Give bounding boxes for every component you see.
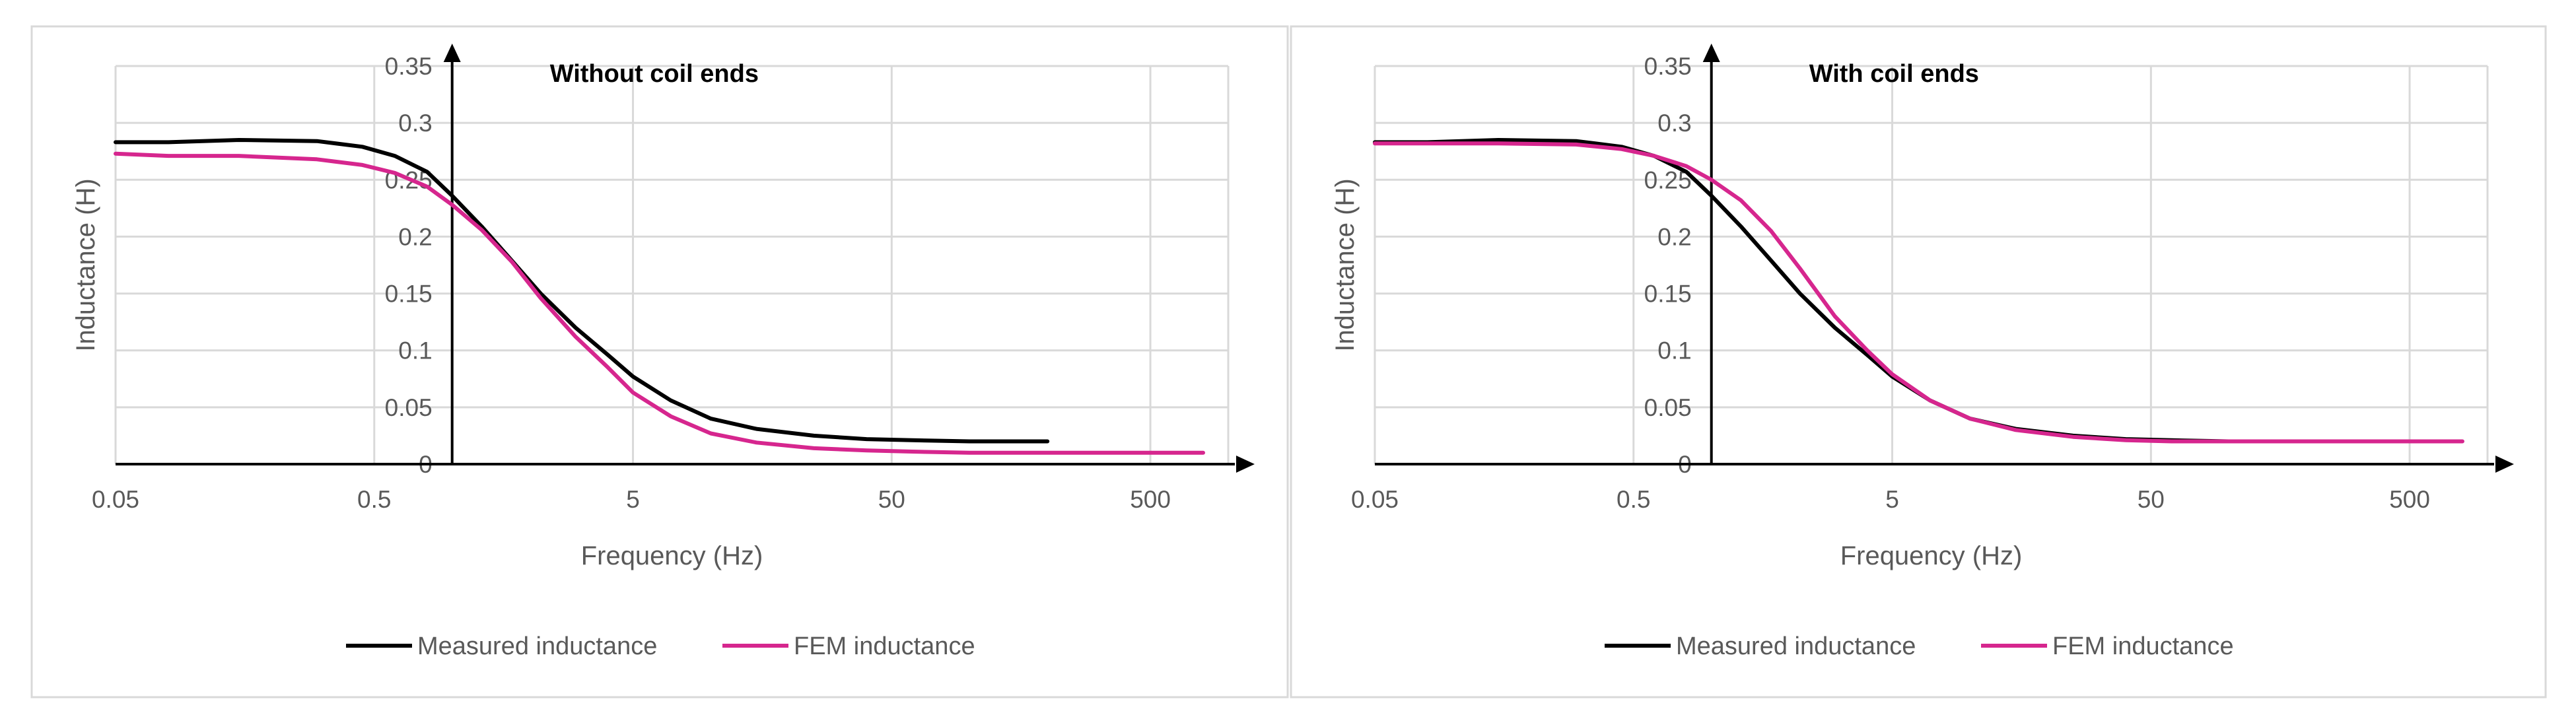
x-tick-label: 0.5 [1617,486,1650,513]
x-axis-label: Frequency (Hz) [1840,541,2023,570]
chart-frame [1290,25,2547,699]
x-tick-label: 5 [626,486,640,513]
chart-frame [30,25,1289,699]
x-tick-label: 50 [2138,486,2165,513]
y-tick-label: 0.05 [1644,394,1692,421]
y-tick-label: 0.35 [1644,53,1692,80]
y-tick-label: 0.15 [1644,281,1692,308]
y-axis-arrow [443,44,461,62]
chart-panel-1: 00.050.10.150.20.250.30.350.05 0.5 5 50 500W… [30,25,1289,699]
y-tick-label: 0.35 [385,53,433,80]
y-tick-label: 0.2 [398,223,432,250]
y-axis-label: Inductance (H) [71,178,100,351]
x-axis-label: Frequency (Hz) [581,541,763,570]
x-tick-label: 500 [1130,486,1171,513]
y-tick-label: 0.3 [1657,110,1691,137]
y-tick-label: 0.05 [385,394,433,421]
series-line-fem-inductance [114,151,1205,455]
x-tick-label: 0.5 [357,486,391,513]
y-tick-label: 0.3 [398,110,432,137]
y-axis-arrow [1702,44,1720,62]
series-line-measured-inductance [114,138,1050,444]
legend: Measured inductance FEM inductance [1605,632,2234,660]
y-axis-label: Inductance (H) [1331,178,1360,351]
chart-title: With coil ends [1809,60,1979,88]
y-tick-label: 0.2 [1657,223,1691,250]
legend-label: Measured inductance [417,632,657,660]
x-axis-arrow [2495,456,2514,473]
x-tick-label: 5 [1885,486,1899,513]
y-tick-label: 0.15 [385,281,433,308]
y-tick-label: 0.1 [398,337,432,364]
chart-panel-2: 00.050.10.150.20.250.30.350.05 0.5 5 50 500W… [1290,25,2547,699]
legend: Measured inductance FEM inductance [346,632,975,660]
series-line-fem-inductance [1373,141,2464,444]
legend-label: FEM inductance [2052,632,2234,660]
y-tick-label: 0.1 [1657,337,1691,364]
legend-label: FEM inductance [794,632,975,660]
x-axis-arrow [1236,456,1255,473]
x-tick-label: 0.05 [1351,486,1399,513]
x-tick-label: 0.05 [92,486,139,513]
legend-label: Measured inductance [1676,632,1916,660]
x-tick-label: 50 [878,486,905,513]
chart-title: Without coil ends [550,60,759,88]
x-tick-label: 500 [2389,486,2430,513]
